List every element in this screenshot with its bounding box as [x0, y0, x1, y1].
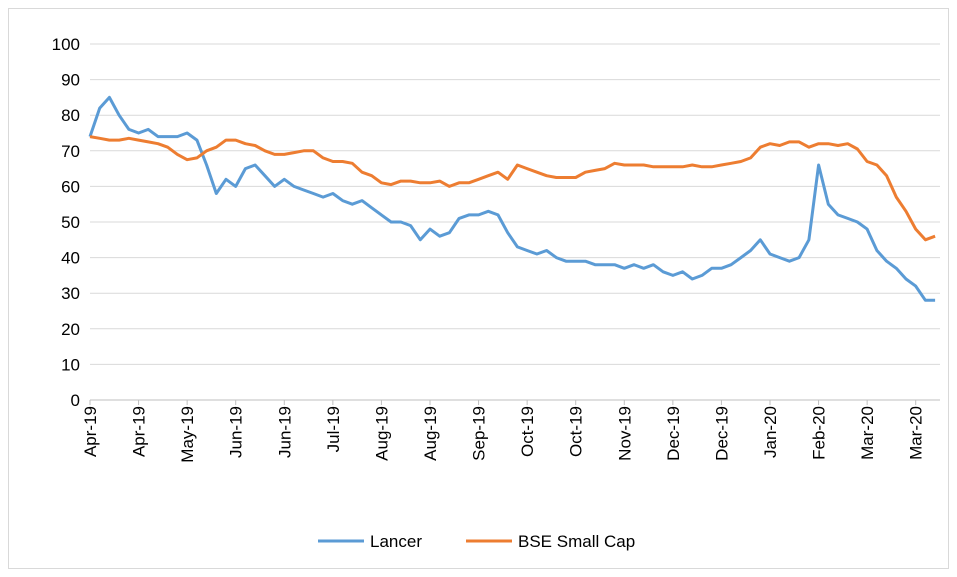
line-series — [89, 135, 936, 242]
chart-border — [8, 8, 949, 569]
legend-label: BSE Small Cap — [518, 532, 635, 551]
x-tick-label: Mar-20 — [907, 406, 926, 460]
x-tick-label: Jun-19 — [227, 406, 246, 458]
y-tick-label: 20 — [61, 320, 80, 339]
x-tick-label: Dec-19 — [712, 406, 731, 461]
x-tick-label: Oct-19 — [567, 406, 586, 457]
x-tick-label: Feb-20 — [810, 406, 829, 460]
x-tick-label: Apr-19 — [81, 406, 100, 457]
x-tick-label: Dec-19 — [664, 406, 683, 461]
y-tick-label: 90 — [61, 71, 80, 90]
y-tick-label: 60 — [61, 177, 80, 196]
x-tick-label: Nov-19 — [615, 406, 634, 461]
x-tick-label: Mar-20 — [858, 406, 877, 460]
x-tick-label: Sep-19 — [470, 406, 489, 461]
y-tick-label: 30 — [61, 284, 80, 303]
line-series — [88, 95, 936, 302]
x-tick-label: Jul-19 — [324, 406, 343, 452]
x-tick-label: Apr-19 — [130, 406, 149, 457]
x-tick-label: May-19 — [178, 406, 197, 463]
y-tick-label: 10 — [61, 355, 80, 374]
y-tick-label: 50 — [61, 213, 80, 232]
x-tick-label: Aug-19 — [372, 406, 391, 461]
x-tick-label: Jun-19 — [275, 406, 294, 458]
y-tick-label: 70 — [61, 142, 80, 161]
x-tick-label: Jan-20 — [761, 406, 780, 458]
legend-label: Lancer — [370, 532, 422, 551]
y-tick-label: 0 — [71, 391, 80, 410]
x-tick-label: Oct-19 — [518, 406, 537, 457]
y-tick-label: 100 — [52, 35, 80, 54]
y-tick-label: 80 — [61, 106, 80, 125]
y-tick-label: 40 — [61, 249, 80, 268]
x-tick-label: Aug-19 — [421, 406, 440, 461]
